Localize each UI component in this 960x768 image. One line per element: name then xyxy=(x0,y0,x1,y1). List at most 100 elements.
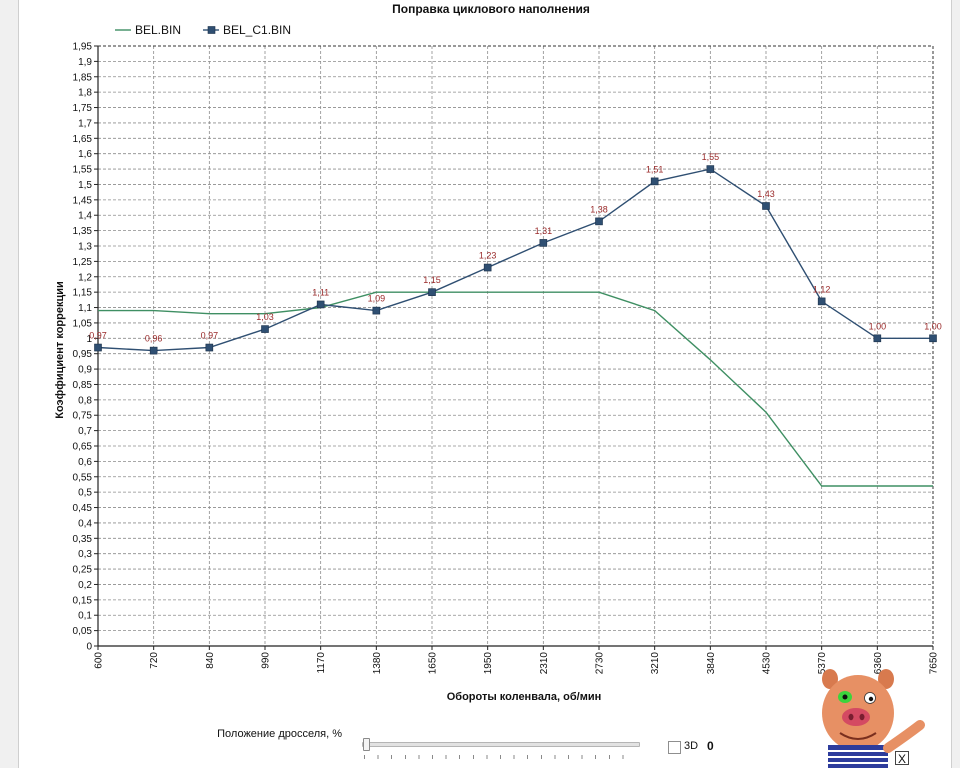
legend-entry: BEL_C1.BIN xyxy=(223,23,291,37)
series-line-bel-c1-bin xyxy=(97,168,933,352)
y-tick-label: 0,7 xyxy=(78,426,92,437)
y-tick-label: 1,95 xyxy=(73,42,93,53)
y-tick-label: 0,05 xyxy=(73,626,93,637)
x-axis-title: Обороты коленвала, об/мин xyxy=(447,691,602,703)
plot-frame xyxy=(97,45,934,647)
throttle-slider-thumb[interactable] xyxy=(363,738,370,751)
y-tick-label: 1,85 xyxy=(73,72,93,83)
data-point xyxy=(94,343,102,352)
data-point xyxy=(817,297,826,306)
y-tick-label: 1,6 xyxy=(78,149,92,160)
y-tick-label: 0,1 xyxy=(78,611,92,622)
3d-checkbox[interactable] xyxy=(668,741,681,754)
series-line-bel-bin xyxy=(98,291,933,487)
y-tick-label: 1 xyxy=(86,334,92,345)
data-label: 1,23 xyxy=(479,251,497,261)
y-tick-label: 1,8 xyxy=(78,88,92,99)
series-layer: 0,97 0,96 0,97 1,03 1,11 1,09 1,15 1,23 1,31 1,38… xyxy=(89,152,942,487)
throttle-position-label: Положение дросселя, % xyxy=(217,728,342,740)
data-label: 0,97 xyxy=(201,331,219,341)
x-tick-label: 1380 xyxy=(372,652,383,675)
x-tick-label: 2310 xyxy=(539,652,550,675)
data-point xyxy=(650,177,659,186)
y-tick-label: 1,45 xyxy=(73,195,93,206)
chart-svg: Поправка циклового наполнения BEL.BIN BEL… xyxy=(54,2,942,703)
data-label: 1,43 xyxy=(757,189,775,199)
data-point xyxy=(261,325,269,333)
data-label: 1,51 xyxy=(646,164,664,174)
y-tick-label: 1,75 xyxy=(73,103,93,114)
y-tick-label: 1,9 xyxy=(78,57,92,68)
y-tick-label: 0,5 xyxy=(78,488,92,499)
data-label: 0,97 xyxy=(89,331,107,341)
data-point xyxy=(483,263,492,272)
data-label: 1,55 xyxy=(702,152,720,162)
y-tick-label: 0,8 xyxy=(78,395,92,406)
chart-grid xyxy=(97,45,934,647)
throttle-slider-ticks xyxy=(364,755,636,759)
legend-marker xyxy=(207,26,216,34)
data-point xyxy=(205,343,214,352)
3d-checkbox-label: 3D xyxy=(684,740,699,752)
y-tick-label: 1,5 xyxy=(78,180,92,191)
y-tick-label: 0,25 xyxy=(73,565,93,576)
x-tick-label: 7650 xyxy=(929,652,940,675)
x-tick-label: 2730 xyxy=(595,652,606,675)
chart-panel: Поправка циклового наполнения BEL.BIN BEL… xyxy=(18,0,952,768)
x-tick-label: 720 xyxy=(149,652,160,669)
y-axis-ticks: 0 0,05 0,1 0,15 0,2 0,25 0,3 0,35 0,4 0,45 0,5 0,55… xyxy=(73,42,98,653)
data-label: 1,12 xyxy=(813,284,831,294)
data-point xyxy=(873,334,882,343)
y-tick-label: 1,2 xyxy=(78,272,92,283)
close-button[interactable]: X xyxy=(895,751,909,766)
data-point xyxy=(149,346,158,355)
x-tick-label: 1650 xyxy=(428,652,439,675)
chart-title: Поправка циклового наполнения xyxy=(392,2,590,16)
data-label: 1,15 xyxy=(423,275,441,285)
data-label: 0,96 xyxy=(145,334,163,344)
x-tick-label: 1170 xyxy=(316,652,327,674)
y-tick-label: 0,15 xyxy=(73,595,93,606)
y-tick-label: 1,15 xyxy=(73,288,93,299)
y-tick-label: 0,2 xyxy=(78,580,92,591)
y-tick-label: 0,75 xyxy=(73,411,93,422)
value-display: 0 xyxy=(707,739,714,753)
y-tick-label: 1,55 xyxy=(73,165,93,176)
data-label: 1,00 xyxy=(924,321,942,331)
x-tick-label: 4530 xyxy=(762,652,773,675)
legend-entry: BEL.BIN xyxy=(135,23,181,37)
y-tick-label: 1,65 xyxy=(73,134,93,145)
x-tick-label: 6360 xyxy=(873,652,884,675)
y-tick-label: 0,3 xyxy=(78,549,92,560)
x-tick-label: 5370 xyxy=(817,652,828,675)
throttle-slider[interactable] xyxy=(362,738,640,751)
x-tick-label: 3840 xyxy=(706,652,717,675)
y-tick-label: 1,05 xyxy=(73,318,93,329)
data-point xyxy=(539,239,548,247)
y-tick-label: 0,6 xyxy=(78,457,92,468)
y-axis-title: Коэффициент коррекции xyxy=(54,281,66,419)
y-tick-label: 1,4 xyxy=(78,211,92,222)
x-axis-ticks: 600 720 840 990 1170 1380 1650 1950 2310 2730 3210… xyxy=(94,646,940,674)
data-label: 1,11 xyxy=(312,287,329,297)
y-tick-label: 1,3 xyxy=(78,242,92,253)
x-tick-label: 990 xyxy=(261,652,272,669)
y-tick-label: 0,9 xyxy=(78,365,92,376)
y-tick-label: 1,7 xyxy=(78,118,92,129)
y-tick-label: 0,4 xyxy=(78,518,92,529)
y-tick-label: 0 xyxy=(86,642,92,653)
y-tick-label: 0,45 xyxy=(73,503,93,514)
y-tick-label: 1,35 xyxy=(73,226,93,237)
data-point xyxy=(316,300,325,309)
y-tick-label: 0,35 xyxy=(73,534,93,545)
data-point xyxy=(595,217,603,226)
data-label: 1,31 xyxy=(535,226,553,236)
data-point xyxy=(372,306,381,315)
pig-mascot-icon[interactable] xyxy=(812,665,942,768)
y-tick-label: 1,1 xyxy=(78,303,92,314)
x-tick-label: 840 xyxy=(205,652,216,669)
data-point xyxy=(762,202,770,210)
data-point xyxy=(929,334,937,343)
y-tick-label: 0,85 xyxy=(73,380,93,391)
data-point xyxy=(706,165,715,173)
